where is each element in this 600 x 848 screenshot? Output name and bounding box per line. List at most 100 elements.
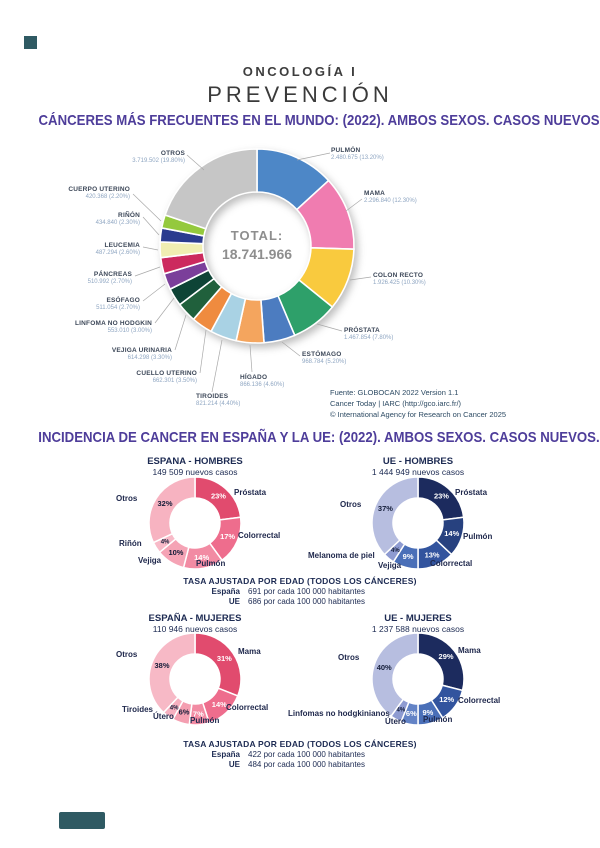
- slice-percent-label: 13%: [425, 551, 440, 560]
- donut-slice: [194, 632, 242, 697]
- world-cancer-donut-chart: [159, 148, 355, 344]
- donut-slice: [371, 632, 419, 718]
- world-label-cuerpo-uterino: CUERPO UTERINO 420.368 (2.20%): [68, 186, 130, 201]
- chart-title-ue-hombres: UE - HOMBRES: [382, 456, 454, 467]
- ue-hombres-donut-chart: 23% 14% 13% 9%4% 37%: [371, 476, 465, 570]
- total-value: 18.741.966: [221, 246, 293, 262]
- slice-percent-label: 6%: [179, 708, 190, 717]
- label-tiroides: Tiroides: [122, 705, 153, 714]
- slice-percent-label: 14%: [194, 553, 209, 562]
- donut-slice: [164, 148, 258, 230]
- total-label: TOTAL:: [230, 228, 284, 243]
- label-rinon: Riñón: [119, 539, 142, 548]
- world-label-otros: OTROS 3.719.502 (19.80%): [132, 150, 185, 165]
- world-label-cuello-uterino: CUELLO UTERINO 662.301 (3.50%): [136, 370, 197, 385]
- donut-slice: [417, 632, 465, 692]
- slice-percent-label: 14%: [444, 529, 459, 538]
- world-section-heading: CÁNCERES MÁS FRECUENTES EN EL MUNDO: (20…: [38, 112, 600, 129]
- slice-percent-label: 23%: [211, 491, 226, 500]
- tasa-mujeres-espana: España 422 por cada 100 000 habitantes: [211, 750, 365, 759]
- slice-percent-label: 17%: [220, 532, 235, 541]
- label-otros: Otros: [340, 500, 362, 509]
- slice-percent-label: 4%: [391, 548, 400, 554]
- label-colorrectal: Colorrectal: [430, 559, 473, 568]
- label-pulmon: Pulmón: [423, 715, 453, 724]
- world-label-tiroides: TIROIDES 821.214 (4.40%): [196, 393, 241, 408]
- page-title: PREVENCIÓN: [207, 82, 393, 107]
- world-donut-center-total: TOTAL: 18.741.966: [197, 228, 317, 262]
- label-pulmon: Pulmón: [463, 532, 493, 541]
- slice-percent-label: 4%: [397, 708, 406, 714]
- label-vejiga: Vejiga: [378, 561, 402, 570]
- slice-percent-label: 4%: [161, 540, 170, 546]
- ue-mujeres-donut-chart: 29% 12% 9% 6%4% 40%: [371, 632, 465, 726]
- chart-count-espana-hombres: 149 509 nuevos casos: [152, 467, 238, 477]
- world-label-colon-recto: COLON RECTO 1.926.425 (10.30%): [373, 272, 426, 287]
- slice-percent-label: 4%: [170, 705, 179, 711]
- world-label-mama: MAMA 2.296.840 (12.30%): [364, 190, 417, 205]
- source-line-1: Fuente: GLOBOCAN 2022 Version 1.1: [330, 388, 459, 397]
- slice-percent-label: 40%: [377, 663, 392, 672]
- tasa-hombres-title: TASA AJUSTADA POR EDAD (TODOS LOS CÁNCER…: [183, 576, 417, 586]
- slice-percent-label: 29%: [439, 652, 454, 661]
- slice-percent-label: 6%: [406, 709, 417, 718]
- slice-percent-label: 31%: [217, 654, 232, 663]
- donut-slice: [371, 476, 419, 556]
- world-label-estomago: ESTÓMAGO 968.784 (5.20%): [302, 351, 347, 366]
- chart-title-espana-hombres: ESPANA - HOMBRES: [147, 456, 243, 467]
- slice-percent-label: 37%: [378, 504, 393, 513]
- slice-percent-label: 23%: [434, 491, 449, 500]
- label-mama: Mama: [458, 646, 481, 655]
- label-otros: Otros: [338, 653, 360, 662]
- espana-hombres-donut-chart: 23% 17% 14% 10% 4% 32%: [148, 476, 242, 570]
- slice-percent-label: 38%: [154, 661, 169, 670]
- tasa-hombres-ue: UE 686 por cada 100 000 habitantes: [228, 597, 365, 606]
- label-vejiga: Vejiga: [138, 556, 162, 565]
- source-line-2: Cancer Today | IARC (http://gco.iarc.fr/…: [330, 399, 462, 408]
- page-annotation-mark-bottom: [59, 812, 105, 829]
- source-citation: Fuente: GLOBOCAN 2022 Version 1.1 Cancer…: [330, 387, 506, 420]
- slice-percent-label: 9%: [403, 552, 414, 561]
- chart-title-ue-mujeres: UE - MUJERES: [384, 613, 452, 624]
- world-label-pancreas: PÁNCREAS 510.992 (2.70%): [87, 271, 132, 286]
- world-label-vejiga-urinaria: VEJIGA URINARIA 614.298 (3.30%): [111, 347, 172, 362]
- world-label-leucemia: LEUCEMIA 487.294 (2.60%): [95, 242, 140, 257]
- chart-count-espana-mujeres: 110 946 nuevos casos: [152, 624, 238, 634]
- label-pulmon: Pulmón: [190, 716, 220, 725]
- label-colorrectal: Colorrectal: [238, 531, 281, 540]
- label-prostata: Próstata: [234, 488, 267, 497]
- world-label-rinon: RIÑÓN 434.840 (2.30%): [95, 212, 140, 227]
- donut-slice: [148, 476, 196, 544]
- world-label-esofago: ESÓFAGO 511.054 (2.70%): [96, 297, 140, 312]
- slice-percent-label: 9%: [422, 708, 433, 717]
- tasa-mujeres-title: TASA AJUSTADA POR EDAD (TODOS LOS CÁNCER…: [183, 739, 417, 749]
- world-label-higado: HÍGADO 866.136 (4.60%): [240, 374, 285, 389]
- course-title: ONCOLOGÍA I: [242, 64, 358, 79]
- label-otros: Otros: [116, 494, 138, 503]
- slice-percent-label: 10%: [168, 548, 183, 557]
- tasa-hombres-espana: España 691 por cada 100 000 habitantes: [211, 587, 365, 596]
- world-label-linfoma-no-hodgkin: LINFOMA NO HODGKIN 553.010 (3.00%): [74, 320, 152, 335]
- source-line-3: © International Agency for Research on C…: [330, 410, 507, 419]
- page-annotation-mark-top: [24, 36, 37, 49]
- tasa-mujeres-ue: UE 484 por cada 100 000 habitantes: [228, 760, 365, 769]
- label-linfomas-no-hodgkinianos: Linfomas no hodgkinianos: [288, 709, 390, 718]
- world-label-prostata: PRÓSTATA 1.467.854 (7.80%): [344, 327, 394, 342]
- label-melanoma-de-piel: Melanoma de piel: [308, 551, 375, 560]
- slice-percent-label: 32%: [158, 499, 173, 508]
- donut-slice: [148, 632, 196, 714]
- spain-eu-section-heading: INCIDENCIA DE CANCER EN ESPAÑA Y LA UE: …: [38, 429, 600, 446]
- chart-count-ue-mujeres: 1 237 588 nuevos casos: [371, 624, 465, 634]
- label-prostata: Próstata: [455, 488, 488, 497]
- chart-title-espana-mujeres: ESPAÑA - MUJERES: [148, 613, 242, 624]
- world-label-pulmon: PULMÓN 2.480.675 (13.20%): [331, 147, 384, 162]
- chart-count-ue-hombres: 1 444 949 nuevos casos: [371, 467, 465, 477]
- label-mama: Mama: [238, 647, 261, 656]
- label-colorrectal: Colorrectal: [226, 703, 269, 712]
- slice-percent-label: 7%: [193, 709, 204, 718]
- label-colorrectal: Colorrectal: [458, 696, 501, 705]
- label-pulmon: Pulmón: [196, 559, 226, 568]
- label-utero: Útero: [385, 717, 406, 726]
- espana-mujeres-donut-chart: 31% 14% 7%6%4% 38%: [148, 632, 242, 726]
